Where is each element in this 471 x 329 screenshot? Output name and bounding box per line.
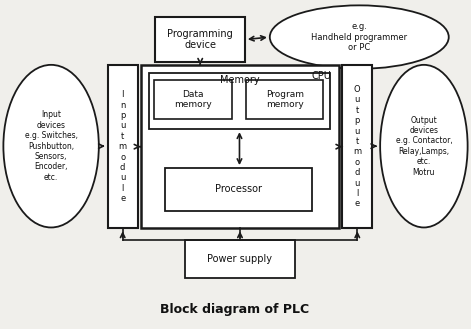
Text: Block diagram of PLC: Block diagram of PLC [161, 303, 309, 316]
Text: Input
devices
e.g. Switches,
Pushbutton,
Sensors,
Encoder,
etc.: Input devices e.g. Switches, Pushbutton,… [24, 111, 78, 182]
Ellipse shape [380, 65, 468, 227]
Bar [108, 65, 138, 228]
Text: e.g.
Handheld programmer
or PC: e.g. Handheld programmer or PC [311, 22, 407, 52]
Text: O
u
t
p
u
t
m
o
d
u
l
e: O u t p u t m o d u l e [353, 85, 361, 208]
Text: Programming
device: Programming device [167, 29, 233, 50]
Ellipse shape [3, 65, 99, 227]
Bar [342, 65, 372, 228]
Text: Data
memory: Data memory [174, 90, 212, 109]
Bar [154, 80, 232, 119]
Text: Processor: Processor [215, 184, 262, 194]
Bar [148, 73, 331, 129]
Ellipse shape [270, 5, 449, 69]
Text: Program
memory: Program memory [266, 90, 304, 109]
Text: Memory: Memory [219, 75, 260, 85]
Bar [185, 240, 295, 278]
Bar [246, 80, 324, 119]
Text: Output
devices
e.g. Contactor,
Relay,Lamps,
etc.
Motru: Output devices e.g. Contactor, Relay,Lam… [396, 116, 452, 177]
Bar [140, 65, 340, 228]
Bar [165, 168, 311, 211]
Text: I
n
p
u
t
m
o
d
u
l
e: I n p u t m o d u l e [119, 90, 127, 203]
Text: CPU: CPU [311, 71, 332, 81]
Bar [155, 17, 245, 62]
Text: Power supply: Power supply [207, 254, 272, 264]
